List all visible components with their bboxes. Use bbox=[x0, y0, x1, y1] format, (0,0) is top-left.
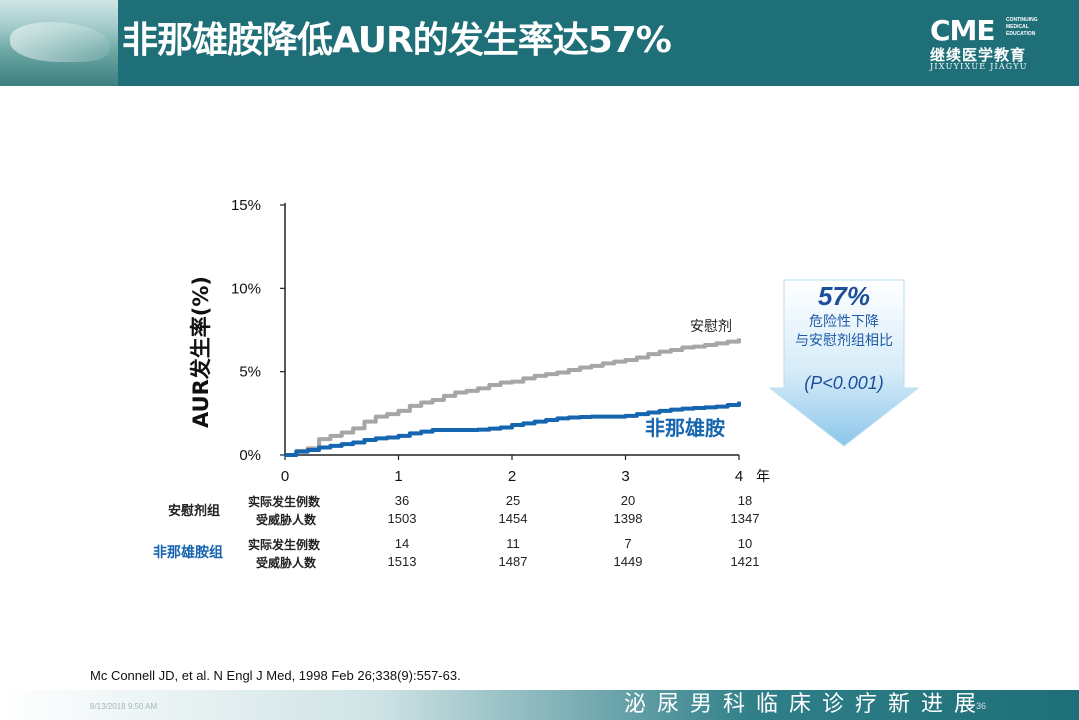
series-line-placebo bbox=[285, 338, 741, 457]
y-axis-label: AUR发生率(%) bbox=[189, 276, 213, 428]
x-tick-label: 2 bbox=[508, 468, 516, 485]
table-cell: 25 bbox=[505, 493, 521, 508]
cme-logo-text: CME bbox=[930, 14, 996, 47]
table-cell: 1347 bbox=[730, 511, 760, 526]
down-arrow-shape bbox=[768, 279, 920, 447]
table-row-label: 实际发生例数 bbox=[248, 538, 321, 552]
table-cell: 20 bbox=[620, 493, 636, 508]
table-cell: 10 bbox=[737, 536, 753, 551]
table-cell: 1421 bbox=[730, 554, 760, 569]
risk-reduction-label: 危险性下降 bbox=[809, 314, 879, 330]
cme-logo: CME CONTINUING MEDICAL EDUCATION 继续医学教育 … bbox=[928, 14, 1048, 74]
x-tick-label: 0 bbox=[281, 468, 289, 485]
table-cell: 11 bbox=[506, 536, 520, 551]
table-cell: 14 bbox=[394, 536, 410, 551]
table-group-finasteride: 非那雄胺组 bbox=[153, 545, 223, 561]
citation: Mc Connell JD, et al. N Engl J Med, 1998… bbox=[90, 668, 461, 683]
p-value: (P<0.001) bbox=[804, 373, 884, 393]
y-tick-label: 15% bbox=[231, 197, 261, 214]
cme-sub-line: CONTINUING bbox=[1006, 17, 1038, 23]
table-row-label: 实际发生例数 bbox=[248, 495, 321, 509]
table-row-label: 受威胁人数 bbox=[256, 556, 317, 570]
series-label-placebo: 安慰剂 bbox=[690, 318, 732, 335]
table-cell: 1454 bbox=[498, 511, 528, 526]
cme-logo-subtext: CONTINUING MEDICAL EDUCATION bbox=[1006, 17, 1046, 38]
series-line-finasteride bbox=[285, 401, 741, 457]
x-unit-label: 年 bbox=[756, 469, 770, 485]
cme-logo-chinese: 继续医学教育 bbox=[930, 46, 1027, 64]
comparison-label: 与安慰剂组相比 bbox=[795, 333, 893, 349]
footer-slogan: 泌尿男科临床诊疗新进展 bbox=[624, 692, 988, 717]
table-cell: 36 bbox=[394, 493, 410, 508]
y-tick-label: 5% bbox=[239, 364, 261, 381]
footer-date: 8/13/2018 9:50 AM bbox=[90, 702, 158, 711]
table-cell: 18 bbox=[737, 493, 753, 508]
page-number: 36 bbox=[976, 701, 987, 711]
cme-sub-line: MEDICAL bbox=[1006, 24, 1029, 30]
table-cell: 1398 bbox=[613, 511, 643, 526]
cme-logo-pinyin: JIXUYIXUE JIAGYU bbox=[930, 62, 1028, 71]
y-tick-label: 10% bbox=[231, 280, 261, 297]
chart-series bbox=[285, 338, 741, 457]
waterfall-photo bbox=[0, 0, 118, 86]
table-group-placebo: 安慰剂组 bbox=[168, 504, 221, 519]
x-tick-label: 3 bbox=[621, 468, 629, 485]
table-row-label: 受威胁人数 bbox=[256, 513, 317, 527]
x-tick-label: 1 bbox=[394, 468, 402, 485]
y-tick-label: 0% bbox=[239, 447, 261, 464]
footer-bar bbox=[0, 690, 1079, 720]
cme-sub-line: EDUCATION bbox=[1006, 31, 1036, 37]
slide-title: 非那雄胺降低AUR的发生率达57% bbox=[122, 20, 672, 61]
header-bar bbox=[0, 0, 1079, 86]
table-cell: 7 bbox=[624, 536, 632, 551]
x-tick-label: 4 bbox=[735, 468, 743, 485]
risk-reduction-percent: 57% bbox=[817, 281, 871, 311]
table-cell: 1513 bbox=[387, 554, 417, 569]
table-cell: 1449 bbox=[613, 554, 643, 569]
table-cell: 1487 bbox=[498, 554, 528, 569]
table-cell: 1503 bbox=[387, 511, 417, 526]
series-label-finasteride: 非那雄胺 bbox=[645, 416, 725, 440]
